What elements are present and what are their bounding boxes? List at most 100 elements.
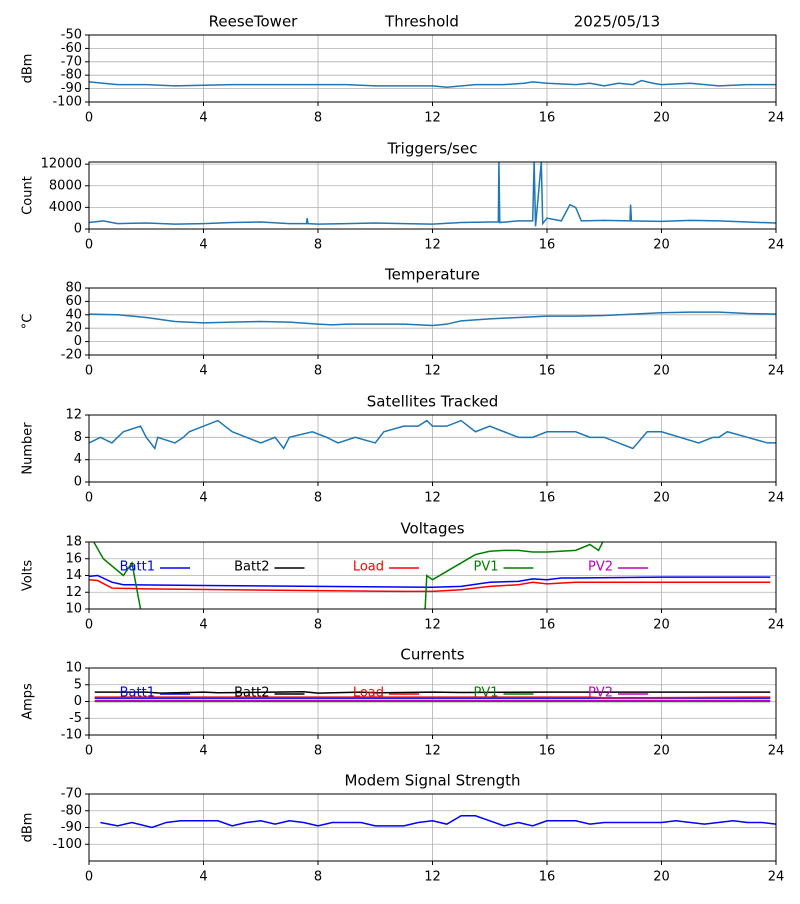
y-tick-label: 12: [65, 408, 82, 423]
y-tick-label: 80: [65, 281, 82, 296]
x-tick-label: 12: [424, 238, 441, 253]
y-axis-label: dBm: [21, 54, 36, 84]
panel-title: Triggers/sec: [387, 140, 478, 158]
x-tick-label: 16: [539, 238, 556, 253]
axes-frame: [88, 287, 777, 356]
axes-frame: [88, 667, 777, 736]
y-tick-label: -50: [61, 28, 82, 43]
data-line: [92, 542, 604, 609]
axes-frame: [88, 161, 777, 230]
x-tick-label: 20: [653, 238, 670, 253]
x-tick-label: 24: [768, 870, 785, 885]
y-tick-label: 18: [65, 535, 82, 550]
panel-title: Voltages: [400, 520, 464, 538]
x-tick-label: 4: [199, 870, 207, 885]
x-tick-label: 12: [424, 618, 441, 633]
plot-area: [89, 79, 776, 89]
y-tick-label: -60: [61, 41, 82, 56]
y-tick-label: -70: [61, 54, 82, 69]
y-tick-label: 14: [65, 568, 82, 583]
x-tick-label: 24: [768, 618, 785, 633]
y-tick-label: 8000: [49, 178, 82, 193]
legend-label: Load: [353, 686, 384, 701]
x-tick-label: 0: [85, 364, 93, 379]
legend-label: PV1: [473, 686, 498, 701]
x-tick-label: 4: [199, 491, 207, 506]
y-tick-label: -100: [52, 95, 82, 110]
panel-title: Satellites Tracked: [367, 393, 498, 411]
plot-area: [89, 162, 776, 227]
legend-label: PV2: [588, 560, 613, 575]
x-tick-label: 20: [653, 491, 670, 506]
y-tick-label: -20: [61, 348, 82, 363]
panel-title: Currents: [400, 646, 464, 664]
x-tick-label: 0: [85, 491, 93, 506]
x-tick-label: 16: [539, 618, 556, 633]
plot-area: [89, 311, 776, 327]
x-tick-label: 8: [314, 491, 322, 506]
x-tick-label: 12: [424, 744, 441, 759]
y-tick-label: 4000: [49, 200, 82, 215]
x-tick-label: 12: [424, 364, 441, 379]
data-line: [89, 162, 776, 227]
x-tick-label: 0: [85, 111, 93, 126]
x-tick-label: 24: [768, 111, 785, 126]
data-line: [89, 578, 771, 593]
x-tick-label: 4: [199, 364, 207, 379]
x-tick-label: 8: [314, 744, 322, 759]
data-line: [89, 574, 771, 588]
plot-area: [89, 419, 776, 451]
y-tick-label: 4: [74, 452, 82, 467]
header-site: ReeseTower: [209, 13, 299, 31]
x-tick-label: 24: [768, 238, 785, 253]
x-tick-label: 12: [424, 111, 441, 126]
plot-area: [100, 815, 776, 829]
y-tick-label: 20: [65, 321, 82, 336]
x-tick-label: 8: [314, 618, 322, 633]
legend-label: PV2: [588, 686, 613, 701]
x-tick-label: 0: [85, 238, 93, 253]
x-tick-label: 24: [768, 491, 785, 506]
y-tick-label: 16: [65, 551, 82, 566]
x-tick-label: 20: [653, 364, 670, 379]
x-tick-label: 4: [199, 238, 207, 253]
legend-label: Batt2: [234, 686, 269, 701]
data-line: [89, 79, 776, 89]
x-tick-label: 8: [314, 364, 322, 379]
axes-frame: [88, 34, 777, 103]
y-tick-label: -5: [69, 711, 82, 726]
data-line: [100, 815, 776, 829]
panel-title: Modem Signal Strength: [345, 772, 521, 790]
axes-frame: [88, 541, 777, 610]
y-tick-label: -80: [61, 803, 82, 818]
y-tick-label: -10: [61, 728, 82, 743]
data-line: [89, 419, 776, 451]
y-tick-label: 12: [65, 585, 82, 600]
x-tick-label: 20: [653, 618, 670, 633]
axes-frame: [88, 793, 777, 862]
x-tick-label: 16: [539, 364, 556, 379]
header-mode: Threshold: [384, 13, 459, 31]
y-tick-label: 60: [65, 294, 82, 309]
x-tick-label: 16: [539, 870, 556, 885]
y-tick-label: -90: [61, 820, 82, 835]
legend-label: Batt1: [120, 686, 155, 701]
x-tick-label: 8: [314, 111, 322, 126]
plot-area: [89, 542, 771, 609]
legend-label: Batt1: [120, 560, 155, 575]
y-tick-label: -80: [61, 68, 82, 83]
y-tick-label: 8: [74, 430, 82, 445]
y-tick-label: -100: [52, 837, 82, 852]
x-tick-label: 0: [85, 870, 93, 885]
x-tick-label: 24: [768, 364, 785, 379]
x-tick-label: 16: [539, 744, 556, 759]
data-line: [94, 696, 771, 699]
data-line: [94, 691, 771, 694]
y-tick-label: 0: [74, 694, 82, 709]
x-tick-label: 4: [199, 618, 207, 633]
x-tick-label: 0: [85, 744, 93, 759]
legend-label: PV1: [473, 560, 498, 575]
x-tick-label: 8: [314, 870, 322, 885]
y-tick-label: 10: [65, 661, 82, 676]
